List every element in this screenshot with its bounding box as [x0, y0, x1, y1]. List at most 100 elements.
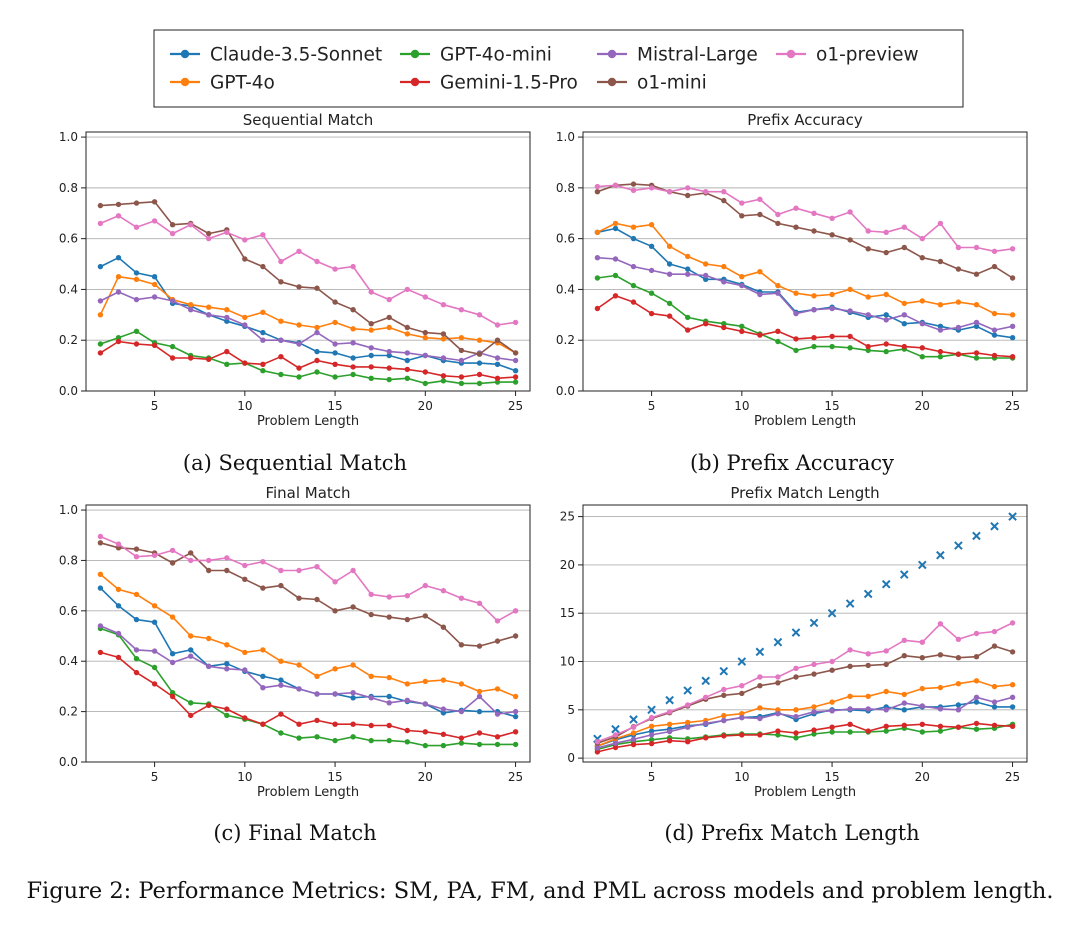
x-tick-label: 25 — [1005, 399, 1020, 413]
reference-marker — [647, 705, 656, 715]
data-point — [224, 307, 230, 313]
data-point — [386, 674, 392, 681]
data-point — [757, 683, 763, 689]
data-point — [458, 357, 465, 364]
data-point — [703, 735, 709, 741]
data-point — [847, 663, 853, 669]
data-point — [350, 371, 356, 378]
data-point — [422, 678, 428, 685]
reference-marker — [899, 570, 909, 579]
data-point — [847, 721, 853, 727]
data-point — [404, 357, 410, 364]
data-point — [458, 307, 465, 313]
data-point — [775, 338, 781, 345]
data-point — [793, 310, 799, 317]
series-line — [597, 183, 1014, 279]
data-point — [476, 360, 483, 366]
data-point — [973, 244, 980, 251]
data-point — [721, 321, 727, 327]
x-tick-label: 25 — [1005, 770, 1020, 784]
data-point — [494, 322, 501, 328]
data-point — [512, 374, 519, 380]
data-point — [648, 740, 655, 747]
data-point — [386, 314, 392, 321]
data-point — [296, 374, 302, 380]
reference-stroke — [755, 647, 765, 657]
data-point — [630, 282, 637, 289]
data-point — [278, 711, 284, 717]
data-point — [721, 712, 727, 719]
data-point — [919, 685, 925, 692]
reference-stroke — [701, 676, 711, 686]
data-point — [955, 707, 962, 713]
data-point — [973, 699, 980, 705]
series-line — [597, 645, 1013, 744]
data-point — [811, 704, 817, 710]
data-point — [847, 647, 853, 653]
data-point — [739, 732, 745, 738]
data-point — [314, 357, 320, 364]
plot-frame — [582, 131, 1028, 392]
reference-marker — [701, 676, 711, 686]
data-point — [422, 352, 428, 359]
data-point — [188, 712, 194, 719]
data-point — [278, 677, 284, 683]
data-point — [476, 708, 483, 715]
series-o1-preview — [594, 182, 1016, 254]
data-point — [151, 648, 158, 654]
data-point — [721, 692, 727, 698]
data-point — [350, 364, 356, 370]
data-point — [296, 662, 302, 668]
data-point — [630, 235, 637, 242]
data-point — [829, 729, 835, 735]
data-point — [169, 693, 176, 700]
data-point — [97, 263, 104, 270]
data-point — [314, 369, 320, 375]
data-point — [169, 298, 176, 304]
y-tick-label: 1.0 — [556, 130, 575, 144]
data-point — [404, 616, 410, 623]
series-line — [100, 535, 516, 622]
data-point — [847, 237, 853, 243]
series-line — [597, 222, 1013, 316]
data-point — [630, 299, 637, 305]
data-point — [594, 739, 601, 745]
data-point — [865, 347, 871, 354]
series-o1-preview — [97, 533, 519, 624]
data-point — [811, 731, 817, 737]
data-point — [594, 275, 601, 281]
data-point — [955, 655, 962, 661]
data-point — [314, 673, 320, 679]
data-point — [133, 591, 140, 598]
series-line — [100, 627, 516, 747]
data-point — [386, 296, 392, 303]
data-point — [703, 276, 709, 282]
reference-stroke — [647, 705, 656, 715]
data-point — [169, 222, 176, 228]
data-point — [332, 266, 338, 272]
series-line — [99, 587, 516, 718]
data-point — [494, 355, 501, 361]
data-point — [260, 361, 266, 367]
data-point — [350, 721, 356, 727]
data-point — [133, 328, 140, 334]
data-point — [757, 332, 763, 338]
data-point — [775, 680, 781, 686]
data-point — [188, 222, 194, 228]
data-point — [458, 380, 465, 387]
data-point — [775, 220, 781, 227]
y-tick-label: 0.8 — [59, 553, 78, 567]
y-tick-label: 0.6 — [556, 232, 575, 246]
data-point — [775, 290, 781, 296]
data-point — [458, 681, 465, 687]
data-point — [630, 181, 637, 187]
data-point — [314, 324, 320, 331]
data-point — [883, 249, 889, 256]
data-point — [440, 336, 447, 342]
data-point — [811, 661, 817, 668]
data-point — [386, 594, 392, 600]
series-claude-3-5-sonnet — [97, 255, 519, 374]
data-point — [685, 253, 691, 260]
data-point — [991, 628, 998, 635]
data-point — [865, 651, 871, 657]
